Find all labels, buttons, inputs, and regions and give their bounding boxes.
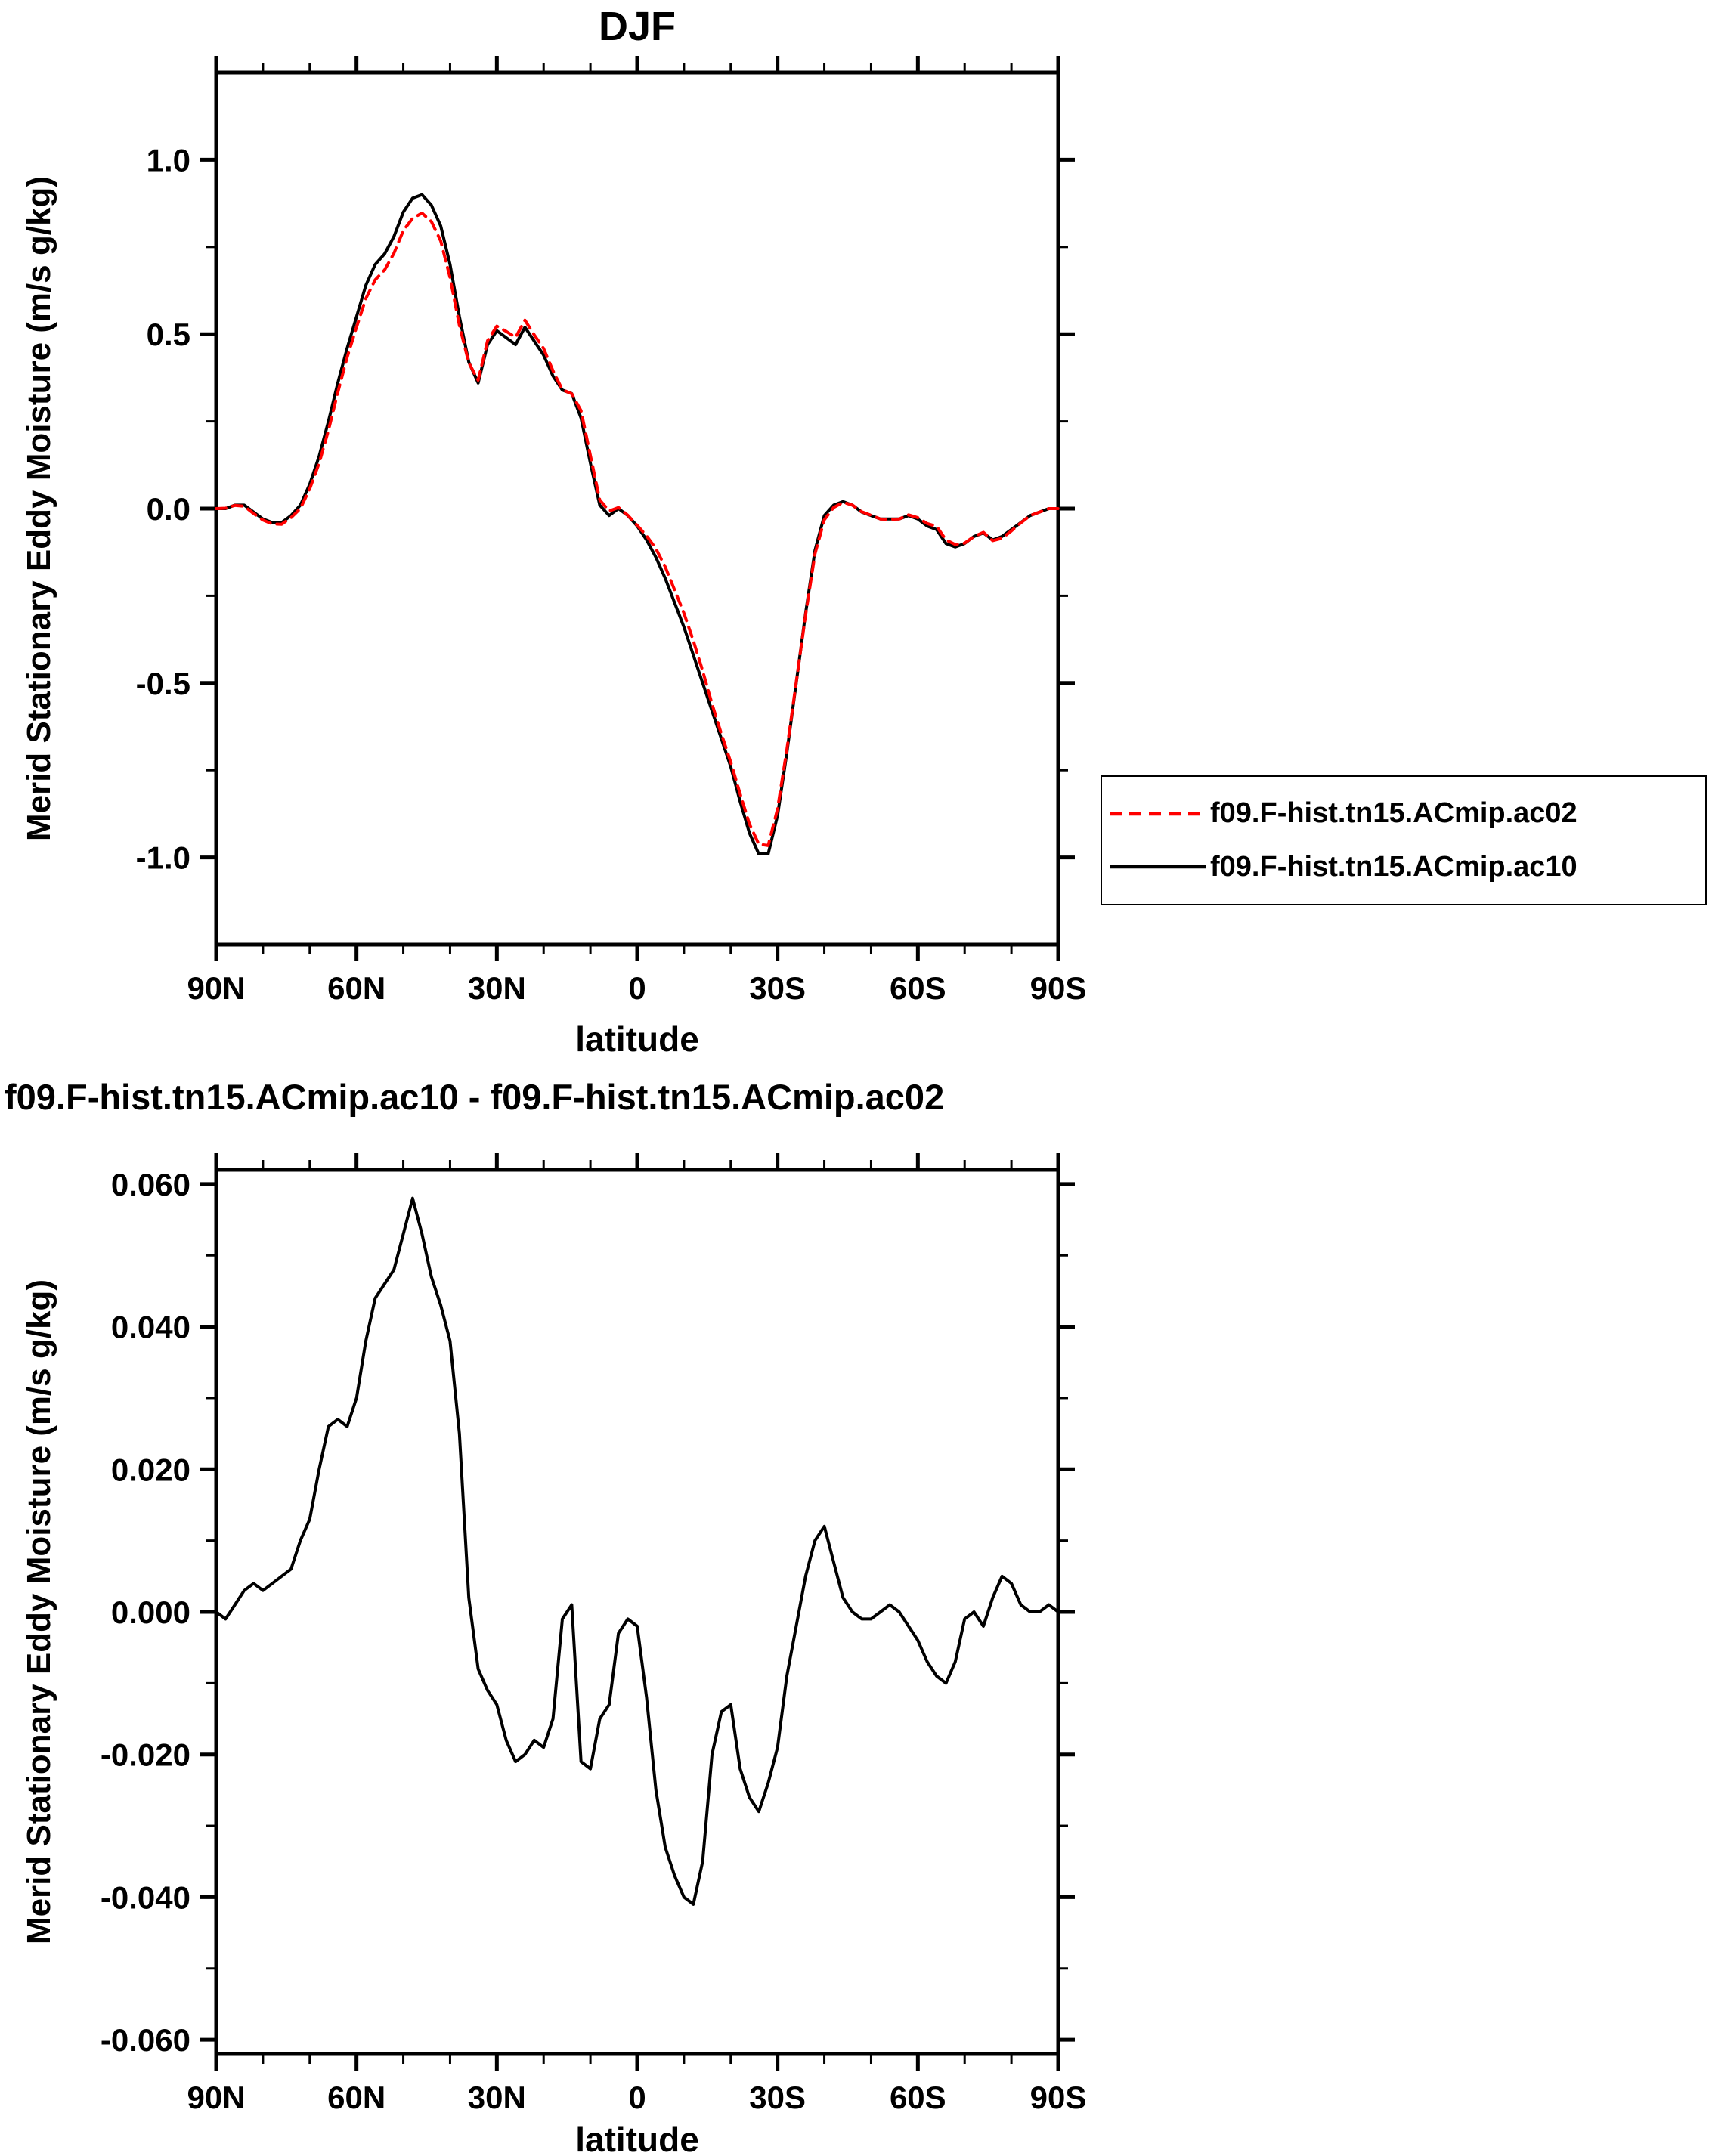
svg-text:30N: 30N [468,2080,526,2115]
bottom-plot: 90N 60N 30N 0 30S 60S 90S -0.060 -0.040 -0.020 0.0… [101,1153,1086,2115]
top-plot-series-0 [215,212,1060,847]
top-chart-title: DJF [598,4,676,49]
svg-text:30S: 30S [749,970,806,1006]
legend-item-ac10: f09.F-hist.tn15.ACmip.ac10 [1108,851,1705,883]
svg-text:-1.0: -1.0 [136,840,190,876]
legend-label-ac02: f09.F-hist.tn15.ACmip.ac02 [1210,797,1577,830]
svg-text:0: 0 [628,2080,646,2115]
svg-text:60N: 60N [327,2080,385,2115]
bottom-plot-series-0 [215,1196,1060,1906]
svg-text:-0.020: -0.020 [101,1737,190,1773]
svg-text:90N: 90N [187,2080,245,2115]
top-x-axis-label: latitude [575,1019,699,1059]
top-y-axis-label: Merid Stationary Eddy Moisture (m/s g/kg… [20,175,57,842]
solid-black-line-icon [1110,865,1206,869]
svg-text:90S: 90S [1030,2080,1087,2115]
svg-text:30S: 30S [749,2080,806,2115]
svg-text:0.040: 0.040 [111,1310,190,1345]
svg-text:60N: 60N [327,970,385,1006]
top-plot: 90N 60N 30N 0 30S 60S 90S -1.0 -0.5 0.0 0.5 1.0 [136,56,1087,1006]
svg-text:-0.5: -0.5 [136,666,190,701]
svg-text:0.5: 0.5 [147,317,190,352]
svg-text:60S: 60S [890,970,946,1006]
svg-text:90S: 90S [1030,970,1087,1006]
legend: f09.F-hist.tn15.ACmip.ac02 f09.F-hist.tn… [1101,775,1707,905]
legend-item-ac02: f09.F-hist.tn15.ACmip.ac02 [1108,797,1705,830]
bottom-chart-title: f09.F-hist.tn15.ACmip.ac10 - f09.F-hist.… [5,1077,945,1117]
dashed-red-line-icon [1110,812,1206,816]
svg-text:-0.060: -0.060 [101,2022,190,2058]
svg-text:90N: 90N [187,970,245,1006]
legend-label-ac10: f09.F-hist.tn15.ACmip.ac10 [1210,850,1577,883]
svg-text:0: 0 [628,970,646,1006]
svg-text:1.0: 1.0 [147,142,190,178]
svg-text:30N: 30N [468,970,526,1006]
svg-text:0.060: 0.060 [111,1167,190,1202]
bottom-x-axis-label: latitude [575,2120,699,2156]
svg-text:60S: 60S [890,2080,946,2115]
bottom-y-axis-label: Merid Stationary Eddy Moisture (m/s g/kg… [20,1279,57,1945]
svg-text:0.020: 0.020 [111,1452,190,1487]
svg-text:0.0: 0.0 [147,491,190,527]
svg-text:-0.040: -0.040 [101,1879,190,1915]
svg-text:0.000: 0.000 [111,1595,190,1630]
